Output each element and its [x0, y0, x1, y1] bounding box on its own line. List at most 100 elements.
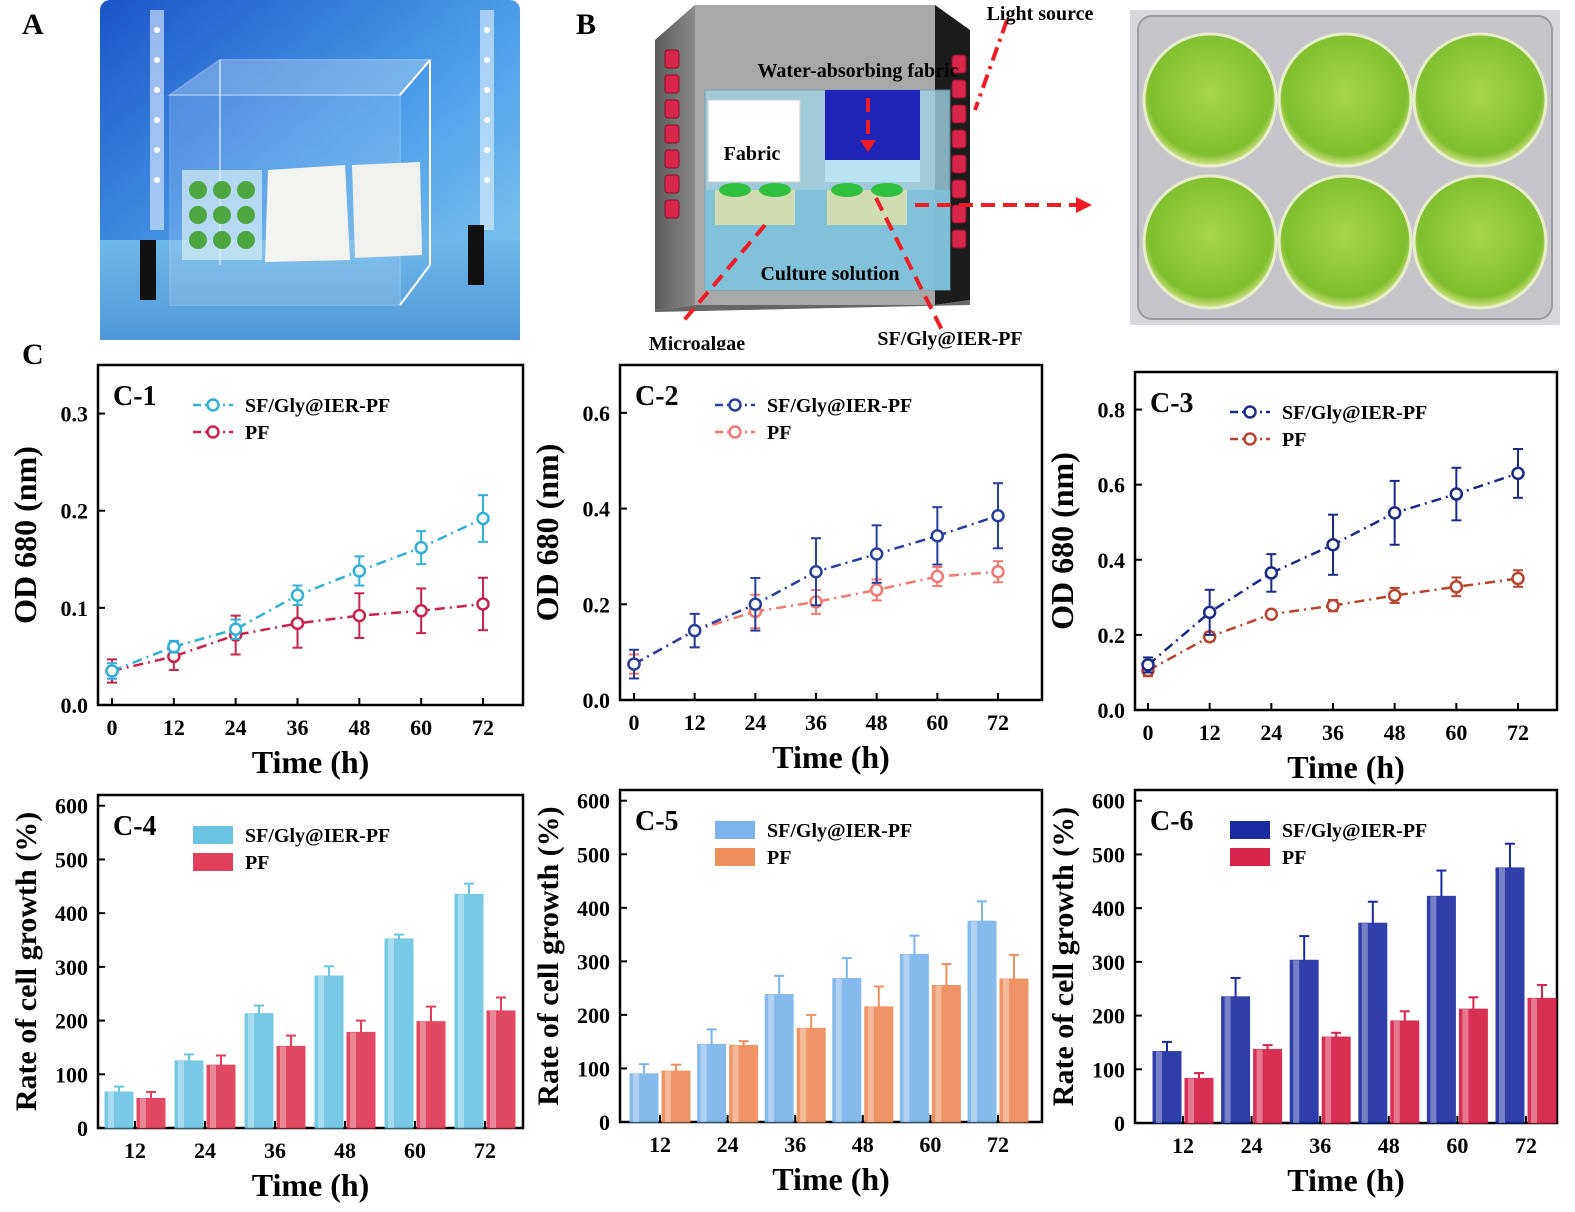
- ytick-label: 0: [599, 1110, 610, 1135]
- bar: [1152, 1051, 1182, 1124]
- data-point: [476, 511, 490, 526]
- xtick-label: 48: [348, 715, 370, 740]
- bar: [661, 1070, 691, 1123]
- label-sfgly: SF/Gly@IER-PF: [877, 328, 1022, 350]
- bar: [697, 1043, 727, 1123]
- legend-label: PF: [1282, 429, 1306, 451]
- bar: [1253, 1048, 1283, 1124]
- bar-highlight: [1293, 960, 1300, 1123]
- xtick-label: 48: [1378, 1133, 1400, 1158]
- ytick-label: 400: [1092, 896, 1125, 921]
- ytick-label: 0.1: [61, 596, 89, 621]
- panel-a-photo: [100, 0, 520, 340]
- bar: [384, 938, 414, 1129]
- plot-frame-c-5: [618, 788, 1044, 1124]
- legend-label: SF/Gly@IER-PF: [767, 395, 912, 417]
- legend-swatch: [715, 848, 755, 866]
- xtick-label: 72: [472, 715, 494, 740]
- bar-highlight: [1531, 998, 1537, 1123]
- ytick-label: 400: [577, 896, 610, 921]
- data-point: [167, 639, 181, 654]
- xlabel-c-6: Time (h): [1287, 1162, 1405, 1198]
- bar-highlight: [210, 1065, 216, 1128]
- legend-marker: [1243, 432, 1257, 446]
- plot-frame-c-4: [96, 793, 525, 1130]
- bar: [276, 1045, 306, 1129]
- ylabel-c-3: OD 680 (nm): [1044, 452, 1080, 630]
- xtick-label: 72: [1515, 1133, 1537, 1158]
- data-point: [748, 597, 763, 612]
- series-c-5-sfgly: [629, 900, 997, 1123]
- bar: [486, 1010, 516, 1129]
- bar: [244, 1013, 274, 1129]
- panel-label-c-5: C-5: [635, 806, 679, 837]
- bar: [864, 1006, 894, 1123]
- ylabel-c-2: OD 680 (nm): [529, 444, 565, 622]
- ytick-label: 0.2: [61, 499, 89, 524]
- bar: [1321, 1036, 1351, 1124]
- bar-highlight: [1224, 996, 1231, 1123]
- ytick-label: 200: [55, 1009, 88, 1034]
- chart-c-1: C-1 0.0 0.1 0.2 0.3 OD 680 (nm) Time (h) 0 12 24 3…: [7, 363, 525, 780]
- legend-marker: [206, 398, 220, 412]
- bar-highlight: [178, 1060, 184, 1128]
- bar-highlight: [248, 1013, 254, 1128]
- label-water-fabric: Water-absorbing fabric: [758, 60, 959, 82]
- bar-highlight: [318, 976, 324, 1128]
- bar-highlight: [108, 1092, 114, 1128]
- ytick-label: 300: [577, 949, 610, 974]
- bar: [899, 953, 929, 1123]
- bar-highlight: [420, 1021, 426, 1128]
- ytick-label: 0.8: [1098, 398, 1126, 423]
- data-point: [1141, 658, 1155, 672]
- panel-label-c-4: C-4: [113, 811, 157, 842]
- xlabel-c-1: Time (h): [252, 744, 370, 780]
- data-point: [930, 569, 945, 584]
- series-line: [1147, 577, 1519, 672]
- xtick-label: 36: [784, 1132, 806, 1157]
- legend-marker: [206, 425, 220, 439]
- ytick-label: 500: [577, 842, 610, 867]
- xtick-label: 60: [1446, 1133, 1468, 1158]
- label-fabric: Fabric: [724, 143, 781, 165]
- data-point: [290, 616, 305, 631]
- chart-c-5: C-5 0 100 200 300 400 500 600 Rate of cell growt…: [532, 788, 1044, 1197]
- bar: [314, 975, 344, 1129]
- data-point: [352, 608, 367, 623]
- bar-highlight: [665, 1071, 671, 1122]
- legend-label: SF/Gly@IER-PF: [1282, 402, 1427, 424]
- bar-highlight: [458, 894, 464, 1128]
- bar: [1527, 997, 1557, 1124]
- panel-letter-a: A: [22, 8, 44, 41]
- xtick-label: 48: [866, 710, 888, 735]
- xtick-label: 12: [163, 715, 185, 740]
- xtick-label: 48: [1384, 720, 1406, 745]
- label-microalgae: Microalgae: [649, 333, 745, 350]
- chart-c-4: C-4 0 100 200 300 400 500 600 Rate of cell growt…: [10, 793, 525, 1203]
- data-point: [991, 564, 1005, 579]
- bar: [1358, 922, 1388, 1124]
- panel-label-c-2: C-2: [635, 381, 679, 412]
- panel-label-c-1: C-1: [113, 381, 157, 412]
- xtick-label: 72: [987, 710, 1009, 735]
- series-c-4-pf: [136, 996, 516, 1129]
- bar-highlight: [1325, 1037, 1332, 1123]
- label-culture-solution: Culture solution: [760, 263, 899, 285]
- ytick-label: 0.3: [61, 402, 89, 427]
- panel-label-c-6: C-6: [1150, 806, 1194, 837]
- legend-marker: [728, 425, 742, 439]
- legend-marker: [728, 398, 742, 412]
- data-point: [414, 540, 428, 555]
- legend-swatch: [1230, 848, 1270, 866]
- xtick-label: 24: [1260, 720, 1282, 745]
- xtick-label: 48: [852, 1132, 874, 1157]
- xtick-label: 12: [649, 1132, 671, 1157]
- series-c-1-sfgly: [105, 494, 490, 680]
- data-point: [1449, 580, 1464, 594]
- legend-swatch: [193, 853, 233, 871]
- bar-highlight: [835, 978, 842, 1122]
- series-c-6-pf: [1184, 983, 1557, 1124]
- bar-highlight: [700, 1044, 707, 1122]
- xlabel-c-5: Time (h): [772, 1161, 890, 1197]
- xlabel-c-4: Time (h): [252, 1167, 370, 1203]
